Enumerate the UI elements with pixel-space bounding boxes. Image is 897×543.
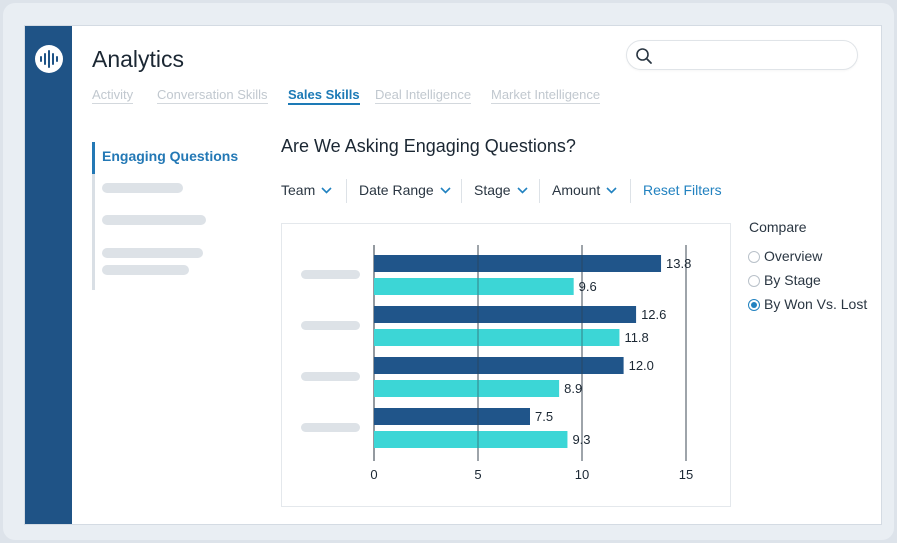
radio-button-selected[interactable] bbox=[748, 299, 760, 311]
bar bbox=[374, 431, 568, 448]
filter-date-range-label: Date Range bbox=[359, 182, 434, 198]
search-icon bbox=[636, 48, 652, 64]
app-frame: Analytics Activity Conversation Skills S… bbox=[24, 25, 882, 525]
compare-option-label: By Won Vs. Lost bbox=[764, 296, 868, 312]
bar bbox=[374, 306, 637, 323]
chevron-down-icon bbox=[321, 187, 332, 194]
bar-value-label: 8.9 bbox=[564, 381, 582, 396]
filter-divider bbox=[346, 179, 347, 203]
side-nav-item-engaging-questions[interactable]: Engaging Questions bbox=[102, 148, 239, 164]
compare-option-label: By Stage bbox=[764, 272, 821, 288]
bar bbox=[374, 255, 662, 272]
side-nav-placeholder[interactable] bbox=[102, 265, 189, 275]
bar-value-label: 12.6 bbox=[641, 307, 666, 322]
window: Analytics Activity Conversation Skills S… bbox=[3, 3, 894, 540]
page-title: Analytics bbox=[92, 46, 185, 72]
section-heading: Are We Asking Engaging Questions? bbox=[281, 136, 576, 156]
category-label-placeholder bbox=[301, 321, 360, 330]
compare-label: Compare bbox=[749, 219, 807, 235]
tab-conversation-skills[interactable]: Conversation Skills bbox=[157, 87, 268, 104]
side-nav-placeholder[interactable] bbox=[102, 183, 183, 193]
filter-amount-label: Amount bbox=[552, 182, 601, 198]
bar bbox=[374, 357, 624, 374]
filter-amount[interactable]: Amount bbox=[552, 182, 617, 198]
compare-option-overview[interactable]: Overview bbox=[748, 248, 822, 264]
reset-filters-link[interactable]: Reset Filters bbox=[643, 182, 722, 198]
x-tick-label: 15 bbox=[679, 467, 693, 482]
chart-card: 13.8 9.6 12.6 11.8 12.0 8.9 7.5 9.3 0 5 10 15 bbox=[281, 223, 731, 507]
compare-option-by-won-vs-lost[interactable]: By Won Vs. Lost bbox=[748, 296, 867, 312]
tab-deal-intelligence[interactable]: Deal Intelligence bbox=[375, 87, 472, 104]
bar-value-label: 9.3 bbox=[572, 432, 590, 447]
chevron-down-icon bbox=[440, 187, 451, 194]
bar bbox=[374, 408, 530, 425]
side-nav-placeholder[interactable] bbox=[102, 248, 203, 258]
filter-stage-label: Stage bbox=[474, 182, 511, 198]
tab-market-intelligence[interactable]: Market Intelligence bbox=[491, 87, 601, 104]
filter-divider bbox=[630, 179, 631, 203]
side-nav-track bbox=[92, 142, 95, 290]
filter-team-label: Team bbox=[281, 182, 316, 198]
left-rail bbox=[25, 26, 72, 524]
bar-value-label: 9.6 bbox=[579, 279, 597, 294]
category-label-placeholder bbox=[301, 372, 360, 381]
filter-stage[interactable]: Stage bbox=[474, 182, 528, 198]
tab-activity[interactable]: Activity bbox=[92, 87, 134, 104]
category-label-placeholder bbox=[301, 423, 360, 432]
x-tick-label: 0 bbox=[370, 467, 377, 482]
bar-value-label: 13.8 bbox=[666, 256, 691, 271]
bar-value-label: 11.8 bbox=[624, 330, 648, 345]
compare-option-by-stage[interactable]: By Stage bbox=[748, 272, 821, 288]
bar bbox=[374, 380, 560, 397]
side-nav-active-indicator bbox=[92, 142, 95, 174]
filter-date-range[interactable]: Date Range bbox=[359, 182, 451, 198]
filter-team[interactable]: Team bbox=[281, 182, 332, 198]
radio-button[interactable] bbox=[748, 251, 760, 263]
compare-option-label: Overview bbox=[764, 248, 823, 264]
side-nav-placeholder[interactable] bbox=[102, 215, 206, 225]
search-input[interactable] bbox=[626, 40, 858, 70]
bar-value-label: 7.5 bbox=[535, 409, 553, 424]
chevron-down-icon bbox=[606, 187, 617, 194]
bar-chart: 13.8 9.6 12.6 11.8 12.0 8.9 7.5 9.3 0 5 10 15 bbox=[301, 245, 693, 482]
tab-sales-skills[interactable]: Sales Skills bbox=[288, 87, 360, 105]
category-label-placeholder bbox=[301, 270, 360, 279]
bar bbox=[374, 329, 620, 346]
x-tick-label: 5 bbox=[474, 467, 481, 482]
app-logo[interactable] bbox=[35, 45, 63, 73]
filter-divider bbox=[539, 179, 540, 203]
bar-value-label: 12.0 bbox=[629, 358, 654, 373]
waveform-icon bbox=[40, 50, 58, 68]
bar bbox=[374, 278, 574, 295]
chevron-down-icon bbox=[517, 187, 528, 194]
filter-divider bbox=[461, 179, 462, 203]
radio-button[interactable] bbox=[748, 275, 760, 287]
x-tick-label: 10 bbox=[575, 467, 589, 482]
